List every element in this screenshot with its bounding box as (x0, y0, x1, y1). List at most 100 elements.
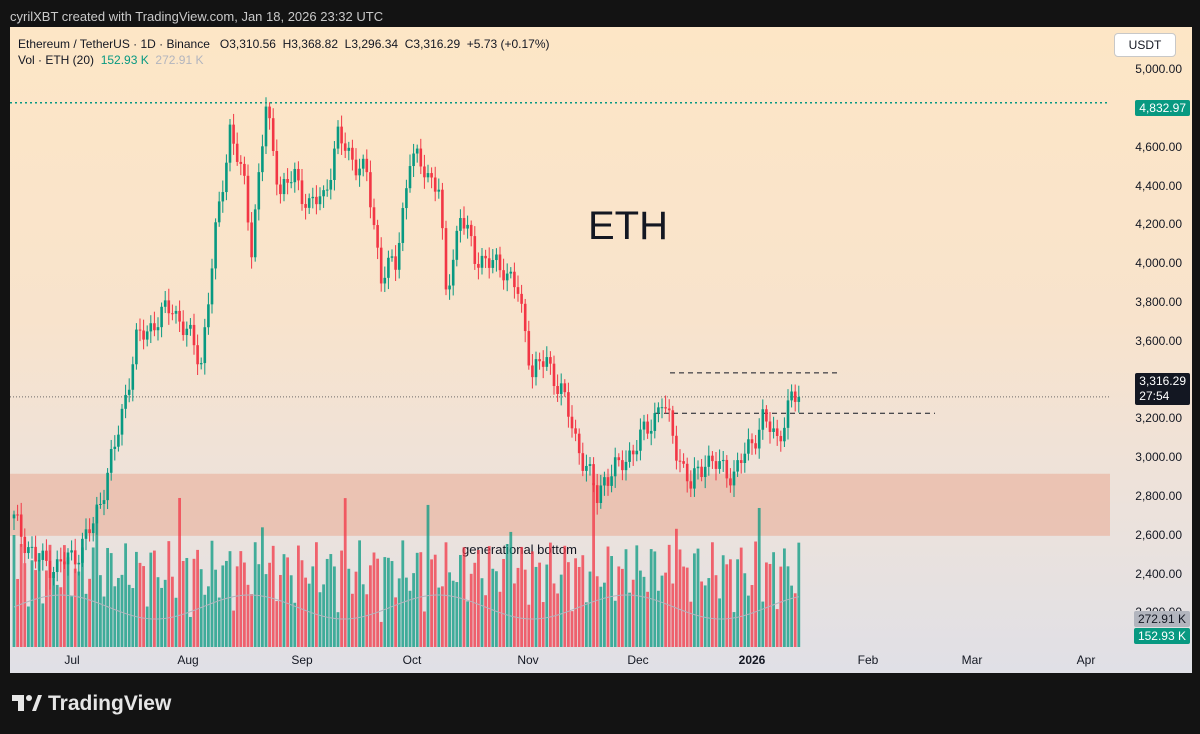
candle-body (27, 547, 30, 554)
candle-body (585, 465, 588, 471)
legend-change: +5.73 (+0.17%) (466, 37, 550, 51)
candle-body (711, 455, 714, 462)
candle-body (369, 172, 372, 208)
candle-body (113, 446, 117, 450)
volume-bar (257, 564, 261, 647)
volume-ma-tag: 272.91 K (1133, 611, 1190, 627)
volume-bar (120, 574, 124, 647)
volume-bar (433, 554, 437, 647)
candle-body (354, 159, 358, 176)
volume-bar (279, 574, 282, 647)
volume-ma-value: 272.91 K (155, 53, 204, 67)
x-tick-label: 2026 (738, 653, 766, 667)
volume-bar (757, 507, 761, 647)
candle-body (603, 477, 606, 486)
volume-bar (383, 557, 387, 647)
volume-bar (16, 578, 19, 647)
candle-body (149, 323, 153, 332)
candle-body (664, 407, 667, 409)
candle-body (329, 179, 333, 190)
candle-body (653, 413, 657, 431)
candle-body (768, 421, 772, 432)
candle-body (138, 329, 142, 331)
volume-bar (714, 575, 718, 647)
chart-panel[interactable]: generational bottom ETH Ethereum / Tether… (10, 27, 1192, 673)
y-tick-label: 3,800.00 (1135, 295, 1182, 310)
x-tick-label: Nov (517, 653, 539, 667)
volume-bar (153, 550, 156, 647)
candle-body (37, 559, 41, 562)
candle-body (48, 560, 52, 578)
volume-bar (73, 568, 77, 647)
candle-body (487, 258, 491, 268)
volume-bar (502, 558, 505, 647)
candle-body (599, 485, 603, 504)
volume-bar (592, 483, 595, 647)
candle-body (531, 365, 534, 378)
volume-bar (761, 601, 765, 647)
volume-bar (304, 577, 307, 647)
volume-bar (401, 540, 405, 647)
volume-bar (225, 560, 228, 647)
volume-bar (707, 578, 711, 647)
eth-annotation: ETH (588, 204, 668, 248)
volume-bar (671, 583, 675, 647)
price-plot[interactable]: generational bottom ETH (10, 27, 1110, 647)
volume-bar (574, 558, 577, 647)
candle-body (70, 550, 73, 553)
volume-bar (297, 545, 300, 647)
volume-bar (462, 547, 466, 647)
volume-bar (81, 547, 84, 647)
volume-bar (124, 543, 127, 647)
candle-body (657, 407, 660, 414)
candle-body (16, 514, 19, 516)
volume-bar (390, 561, 394, 647)
y-tick-label: 4,600.00 (1135, 139, 1182, 154)
volume-bar (703, 585, 707, 647)
volume-bar (747, 595, 750, 647)
candle-body (739, 460, 743, 463)
volume-bar (55, 584, 59, 647)
candle-body (714, 461, 718, 469)
volume-bar (513, 583, 516, 647)
volume-bar (192, 558, 196, 647)
volume-bar (689, 601, 693, 647)
candle-body (232, 124, 235, 144)
candle-body (167, 300, 171, 314)
volume-bar (268, 562, 271, 647)
tradingview-logo-icon (12, 695, 42, 711)
candle-body (358, 168, 361, 176)
candle-body (145, 331, 149, 340)
y-tick-label: 5,000.00 (1135, 62, 1182, 77)
volume-bar (253, 542, 257, 647)
candle-body (513, 271, 516, 288)
y-tick-label: 2,400.00 (1135, 566, 1182, 581)
candle-body (379, 247, 383, 284)
currency-button[interactable]: USDT (1114, 33, 1176, 57)
candle-body (693, 468, 696, 489)
candle-body (750, 439, 754, 444)
y-tick-label: 4,000.00 (1135, 256, 1182, 271)
volume-bar (199, 569, 203, 647)
candle-body (556, 386, 559, 394)
candle-body (477, 263, 480, 268)
volume-bar (469, 573, 473, 647)
candle-body (347, 147, 351, 151)
candle-body (41, 550, 45, 560)
volume-bar (718, 598, 721, 647)
candle-body (538, 359, 541, 362)
candle-body (318, 196, 322, 205)
candle-body (163, 300, 167, 307)
candle-body (340, 126, 343, 144)
candle-body (563, 383, 567, 393)
candle-body (322, 190, 325, 197)
time-axis[interactable]: Jul Aug Sep Oct Nov Dec 2026 Feb Mar Apr (10, 647, 1110, 673)
candle-body (502, 270, 505, 281)
candle-body (635, 450, 639, 455)
candle-body (336, 126, 340, 149)
volume-bar (412, 573, 415, 647)
x-tick-label: Mar (961, 653, 983, 667)
price-axis[interactable]: 5,000.004,800.004,600.004,400.004,200.00… (1110, 27, 1192, 673)
candle-body (491, 260, 495, 268)
candle-body (52, 572, 55, 578)
